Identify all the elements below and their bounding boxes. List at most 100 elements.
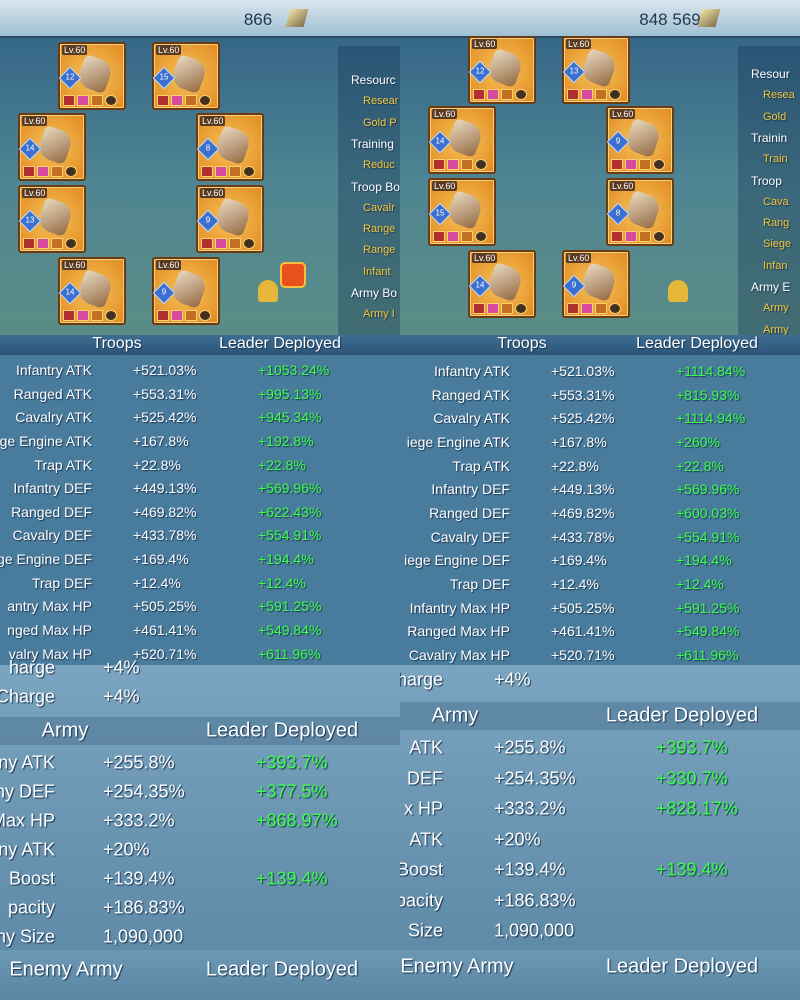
- star-count: 12: [65, 72, 75, 82]
- menu-heading[interactable]: Troop Bo: [351, 179, 400, 194]
- stat-value: +255.8%: [494, 737, 566, 758]
- stat-value: +433.78%: [133, 527, 197, 544]
- equipment-slot[interactable]: Lv.60 9: [562, 250, 630, 318]
- gem-slots: [63, 95, 117, 106]
- equipment-level: Lv.60: [200, 188, 226, 198]
- equipment-slot[interactable]: Lv.60 9: [606, 106, 674, 174]
- equipment-icon: [623, 117, 663, 159]
- equipment-slot[interactable]: Lv.60 8: [196, 113, 264, 181]
- menu-item[interactable]: Siege: [763, 238, 792, 251]
- menu-item[interactable]: Reduc: [363, 159, 395, 172]
- menu-item[interactable]: Army: [763, 323, 789, 336]
- stat-value: 1,090,000: [103, 926, 184, 947]
- menu-heading[interactable]: Resour: [751, 67, 790, 81]
- menu-item[interactable]: Train: [763, 153, 788, 166]
- equipment-level: Lv.60: [472, 253, 498, 263]
- equipment-icon: [213, 124, 253, 166]
- menu-item[interactable]: Gold P: [363, 116, 397, 129]
- army-section: harge +4% Charge +4% Army Leader Deployed ny A…: [0, 658, 400, 950]
- bell-icon[interactable]: [668, 280, 688, 302]
- menu-item[interactable]: Infan: [763, 259, 788, 272]
- star-count: 14: [65, 287, 75, 297]
- stat-label: iege Engine ATK: [406, 434, 510, 450]
- menu-item[interactable]: Rang: [763, 217, 790, 230]
- equipment-slot[interactable]: Lv.60 9: [196, 185, 264, 253]
- menu-heading[interactable]: Army E: [751, 280, 791, 294]
- alert-icon[interactable]: [280, 262, 306, 288]
- menu-item[interactable]: Cavalr: [363, 201, 395, 214]
- enemy-army-section: Enemy Army Leader Deployed: [400, 950, 800, 1000]
- menu-item[interactable]: Resea: [763, 89, 795, 102]
- equipment-icon: [623, 189, 663, 231]
- equipment-slot[interactable]: Lv.60 12: [58, 42, 126, 110]
- stat-label: Boost: [8, 868, 55, 889]
- equipment-slot[interactable]: Lv.60 9: [152, 257, 220, 325]
- equipment-slot[interactable]: Lv.60 14: [428, 106, 496, 174]
- equipment-slot[interactable]: Lv.60 14: [468, 250, 536, 318]
- stat-value: +4%: [103, 686, 140, 707]
- equipment-slot[interactable]: Lv.60 15: [152, 42, 220, 110]
- menu-item[interactable]: Gold: [763, 110, 787, 123]
- deployed-value: +330.7%: [656, 768, 728, 788]
- menu-heading[interactable]: Army Bo: [351, 286, 398, 300]
- stat-value: +12.4%: [133, 574, 181, 591]
- menu-heading[interactable]: Resourc: [351, 73, 396, 87]
- stat-label: Max HP: [0, 810, 55, 831]
- menu-item[interactable]: Range: [363, 244, 396, 257]
- gem-slots: [201, 238, 255, 249]
- deployed-value: +194.4%: [676, 552, 732, 569]
- menu-item[interactable]: Army I: [363, 308, 395, 321]
- power-value: 866: [243, 10, 273, 29]
- star-count: 12: [475, 66, 485, 76]
- equipment-level: Lv.60: [472, 39, 498, 49]
- stat-label: ATK: [409, 829, 443, 849]
- equipment-slot[interactable]: Lv.60 14: [58, 257, 126, 325]
- equipment-level: Lv.60: [610, 181, 636, 191]
- equipment-slot[interactable]: Lv.60 8: [606, 178, 674, 246]
- menu-item[interactable]: Resear: [363, 95, 399, 108]
- equipment-icon: [579, 261, 619, 303]
- deployed-value: +393.7%: [256, 752, 328, 773]
- deployed-value: +554.91%: [258, 527, 322, 544]
- army-header-bar: [0, 717, 400, 745]
- menu-heading[interactable]: Troop: [751, 173, 782, 188]
- stat-label: Cavalry Max HP: [408, 647, 510, 664]
- stat-label: Trap DEF: [31, 574, 92, 591]
- header-cell: Troops: [497, 335, 547, 352]
- menu-item[interactable]: Range: [363, 223, 396, 236]
- stat-value: +4%: [103, 657, 140, 678]
- equipment-slot[interactable]: Lv.60 13: [18, 185, 86, 253]
- menu-item[interactable]: Army: [763, 302, 789, 315]
- bell-icon[interactable]: [258, 280, 278, 302]
- menu-heading[interactable]: Training: [351, 136, 394, 151]
- equipment-slot[interactable]: Lv.60 12: [468, 36, 536, 104]
- equipment-area: 866 Lv.60 12 Lv.60 15 Lv.60 14 Lv.60 8 Lv.60 13 Lv.…: [0, 0, 400, 335]
- stat-label: Cavalry DEF: [430, 528, 510, 545]
- equipment-icon: [35, 124, 75, 166]
- gem-slots: [567, 303, 621, 314]
- deployed-value: +12.4%: [258, 574, 306, 591]
- stat-label: harge: [8, 657, 55, 678]
- stat-label: pacity: [7, 897, 55, 918]
- stat-label: Trap ATK: [34, 456, 92, 473]
- gem-slots: [157, 95, 211, 106]
- menu-heading[interactable]: Trainin: [751, 130, 788, 145]
- equipment-slot[interactable]: Lv.60 15: [428, 178, 496, 246]
- menu-item[interactable]: Infant: [363, 265, 391, 278]
- stat-value: 1,090,000: [494, 920, 575, 941]
- stat-label: Ranged DEF: [11, 503, 92, 520]
- troops-table: Troops Leader Deployed Infantry ATK +521.03…: [400, 335, 800, 665]
- stat-label: valry Max HP: [8, 645, 92, 662]
- equipment-icon: [213, 196, 253, 238]
- stat-value: +22.8%: [133, 456, 181, 473]
- stat-value: +449.13%: [133, 480, 197, 497]
- equipment-icon: [445, 189, 485, 231]
- menu-item[interactable]: Cava: [763, 195, 789, 208]
- header-cell: Leader Deployed: [205, 958, 359, 981]
- stat-value: +505.25%: [551, 599, 615, 616]
- equipment-slot[interactable]: Lv.60 14: [18, 113, 86, 181]
- equipment-slot[interactable]: Lv.60 13: [562, 36, 630, 104]
- stat-label: Trap DEF: [449, 576, 510, 593]
- deployed-value: +828.17%: [656, 798, 738, 819]
